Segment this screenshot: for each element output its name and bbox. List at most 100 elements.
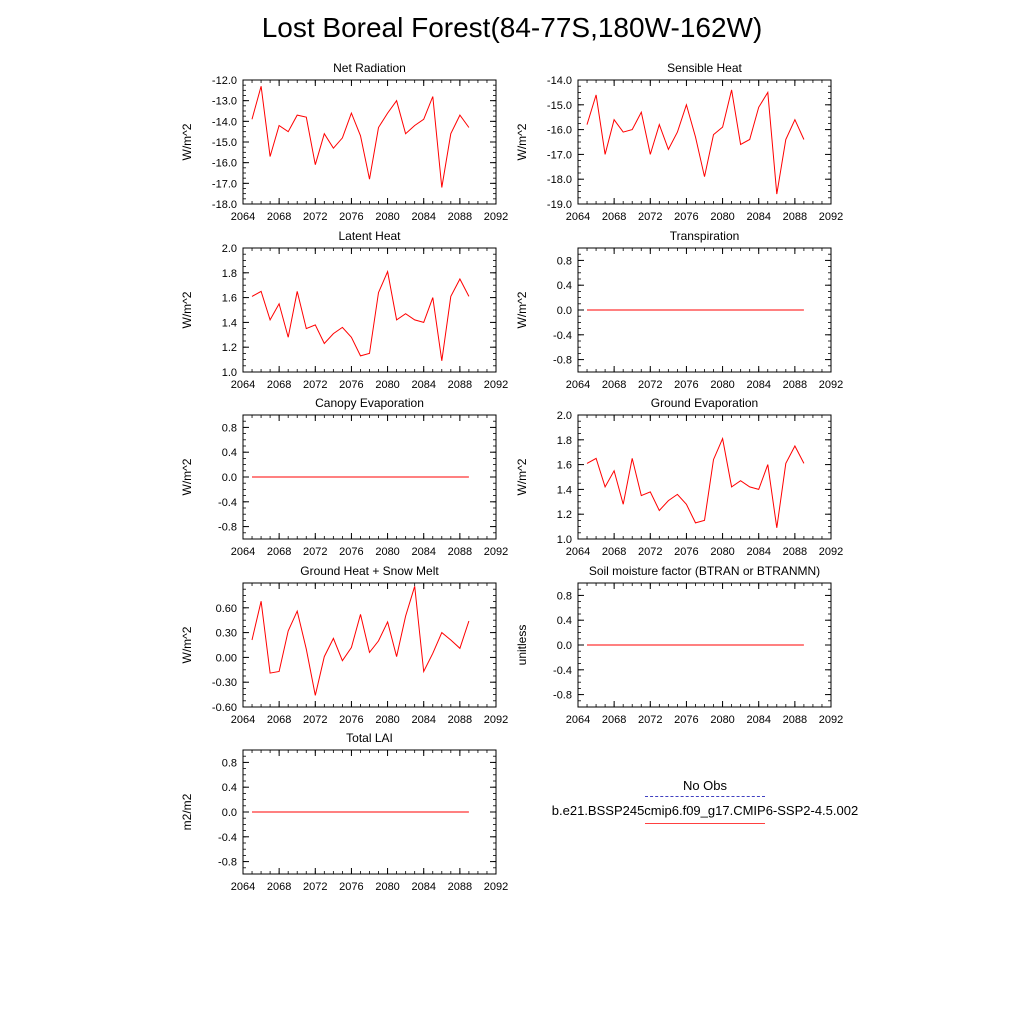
chart-title: Ground Evaporation [651,396,758,410]
y-tick-label: 1.0 [222,367,237,379]
x-tick-label: 2072 [303,714,327,726]
chart-title: Canopy Evaporation [315,396,424,410]
x-tick-label: 2092 [484,546,508,558]
x-tick-label: 2084 [411,714,435,726]
plot-frame [242,79,497,205]
x-tick-label: 2080 [710,714,734,726]
x-tick-label: 2080 [710,379,734,391]
x-tick-label: 2072 [638,714,662,726]
x-tick-label: 2076 [339,546,363,558]
y-tick-label: -12.0 [212,75,237,87]
y-tick-label: 0.8 [222,422,237,434]
y-tick-label: 1.6 [557,460,572,472]
x-tick-label: 2088 [783,546,807,558]
x-tick-label: 2068 [267,881,291,893]
y-tick-label: 1.0 [557,534,572,546]
x-tick-label: 2068 [267,714,291,726]
x-tick-label: 2080 [375,211,399,223]
y-tick-label: -18.0 [547,174,572,186]
x-tick-label: 2072 [303,881,327,893]
x-tick-label: 2088 [448,546,472,558]
x-tick-label: 2064 [231,211,255,223]
y-tick-label: 1.4 [222,317,237,329]
chart-panel-5: Ground Evaporation W/m^2 2064 2068 2072 2076 2… [515,396,843,558]
y-axis-label: W/m^2 [515,458,529,495]
y-axis-label: W/m^2 [180,626,194,663]
x-tick-label: 2088 [448,211,472,223]
x-tick-label: 2084 [746,546,770,558]
y-axis-label: unitless [515,625,529,666]
y-tick-label: 0.0 [222,807,237,819]
x-tick-label: 2068 [267,546,291,558]
x-tick-label: 2092 [819,714,843,726]
x-tick-label: 2076 [674,546,698,558]
x-tick-label: 2072 [303,546,327,558]
y-tick-label: -14.0 [547,75,572,87]
legend-obs-line [645,796,765,797]
y-tick-label: -0.30 [212,677,237,689]
x-tick-label: 2064 [231,546,255,558]
x-tick-label: 2088 [448,379,472,391]
y-tick-label: 0.00 [216,652,237,664]
chart-title: Net Radiation [333,61,406,75]
y-tick-label: -14.0 [212,116,237,128]
y-tick-label: -18.0 [212,199,237,211]
x-tick-label: 2084 [411,881,435,893]
y-tick-label: 0.30 [216,628,237,640]
x-tick-label: 2064 [231,881,255,893]
chart-panel-3: Transpiration W/m^2 2064 2068 2072 2076 2080 20… [515,229,843,391]
x-tick-label: 2064 [231,379,255,391]
x-tick-label: 2076 [339,881,363,893]
legend: No Obs b.e21.BSSP245cmip6.f09_g17.CMIP6-… [530,778,880,824]
y-tick-label: -13.0 [212,96,237,108]
x-tick-label: 2064 [566,714,590,726]
x-tick-label: 2064 [566,546,590,558]
chart-title: Total LAI [346,731,393,745]
x-tick-label: 2068 [602,211,626,223]
x-tick-label: 2092 [819,211,843,223]
y-tick-label: -17.0 [212,178,237,190]
x-tick-label: 2084 [411,211,435,223]
y-tick-label: 0.8 [222,757,237,769]
x-tick-label: 2064 [231,714,255,726]
y-tick-label: 1.4 [557,484,572,496]
x-tick-label: 2072 [303,379,327,391]
x-tick-label: 2076 [339,379,363,391]
y-tick-label: -15.0 [547,100,572,112]
y-tick-label: 1.8 [222,268,237,280]
y-tick-label: -17.0 [547,149,572,161]
series-line-0 [251,269,470,361]
x-tick-label: 2072 [638,211,662,223]
y-axis-label: W/m^2 [180,123,194,160]
x-tick-label: 2092 [484,211,508,223]
chart-title: Ground Heat + Snow Melt [300,564,439,578]
x-tick-label: 2088 [783,379,807,391]
x-tick-label: 2076 [339,211,363,223]
x-tick-label: 2064 [566,211,590,223]
x-tick-label: 2072 [638,379,662,391]
x-tick-label: 2068 [602,379,626,391]
series-line-0 [586,436,805,528]
y-axis-label: m2/m2 [180,793,194,830]
chart-panel-2: Latent Heat W/m^2 2064 2068 2072 2076 2080 2084… [180,229,508,391]
y-tick-label: 1.2 [557,509,572,521]
y-axis-label: W/m^2 [180,291,194,328]
legend-model-label: b.e21.BSSP245cmip6.f09_g17.CMIP6-SSP2-4.… [551,803,859,818]
y-tick-label: 0.8 [557,590,572,602]
x-tick-label: 2084 [411,379,435,391]
y-tick-label: 0.4 [222,782,237,794]
chart-title: Sensible Heat [667,61,742,75]
legend-model-line [645,823,765,824]
chart-panel-0: Net Radiation W/m^2 2064 2068 2072 2076 2080 20… [180,61,508,223]
x-tick-label: 2084 [746,379,770,391]
y-tick-label: -0.60 [212,702,237,714]
y-tick-label: -19.0 [547,199,572,211]
y-tick-label: -0.4 [553,665,572,677]
series-line-0 [251,86,470,188]
y-axis-label: W/m^2 [515,123,529,160]
legend-obs-label: No Obs [682,778,728,793]
y-tick-label: 1.6 [222,293,237,305]
y-tick-label: 0.4 [557,615,572,627]
x-tick-label: 2088 [448,714,472,726]
x-tick-label: 2068 [602,546,626,558]
